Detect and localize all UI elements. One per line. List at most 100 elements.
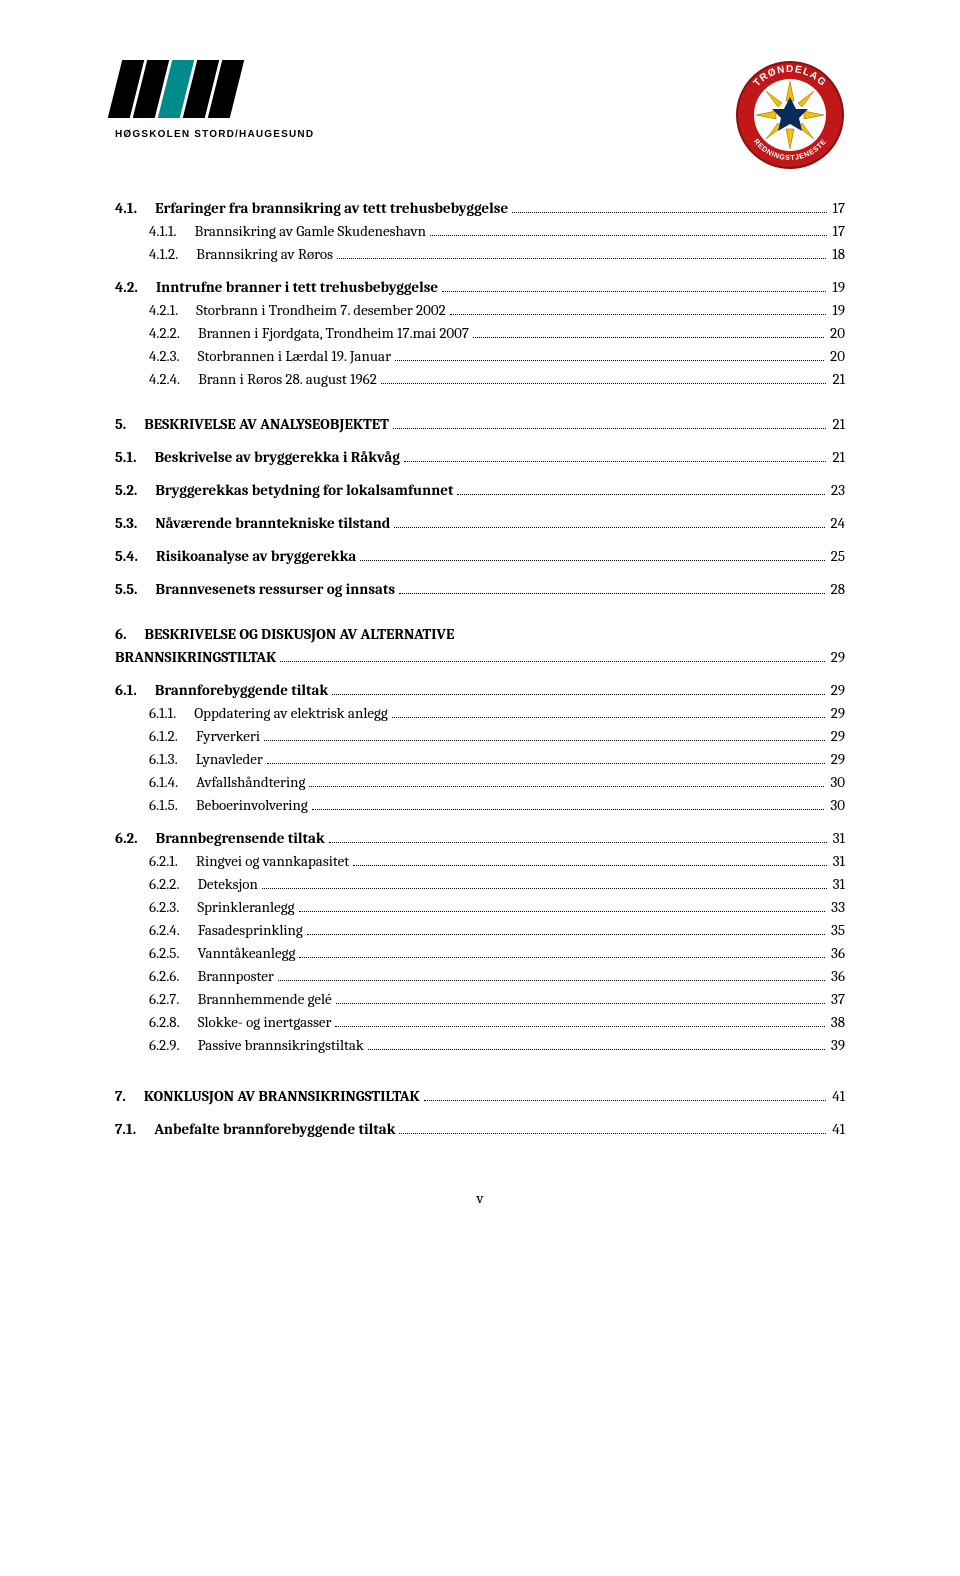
toc-leader bbox=[450, 305, 827, 316]
toc-leader bbox=[392, 708, 825, 719]
toc-num: 5.2. bbox=[115, 480, 155, 501]
toc-num: 4.1. bbox=[115, 198, 155, 219]
toc-entry: 5.2.Bryggerekkas betydning for lokalsamf… bbox=[115, 480, 845, 501]
toc-num: 4.2. bbox=[115, 277, 156, 298]
toc-leader bbox=[394, 518, 824, 529]
toc-title: Brannsikring av Gamle Skudeneshavn bbox=[195, 221, 426, 242]
hsh-logo-bars bbox=[115, 60, 237, 118]
toc-title: Ringvei og vannkapasitet bbox=[196, 851, 349, 872]
toc-entry: 5.BESKRIVELSE AV ANALYSEOBJEKTET21 bbox=[115, 414, 845, 435]
toc-page: 25 bbox=[829, 546, 845, 567]
toc-num: 4.2.2. bbox=[149, 323, 198, 344]
toc-leader bbox=[399, 1124, 826, 1135]
toc-page: 21 bbox=[830, 369, 845, 390]
toc-title: Storbrann i Trondheim 7. desember 2002 bbox=[196, 300, 446, 321]
toc-leader bbox=[399, 584, 825, 595]
toc-title: Passive brannsikringstiltak bbox=[198, 1035, 364, 1056]
toc-page: 31 bbox=[831, 851, 845, 872]
toc-page: 41 bbox=[830, 1086, 845, 1107]
toc-entry: 5.4.Risikoanalyse av bryggerekka 25 bbox=[115, 546, 845, 567]
toc-title: Brannposter bbox=[197, 966, 273, 987]
toc-leader bbox=[457, 485, 825, 496]
toc-entry: 5.3.Nåværende branntekniske tilstand24 bbox=[115, 513, 845, 534]
toc-entry: 6.2.2.Deteksjon31 bbox=[115, 874, 845, 895]
toc-entry: 6.1.5.Beboerinvolvering30 bbox=[115, 795, 845, 816]
toc-num: 6.1.5. bbox=[149, 795, 196, 816]
toc-title: Beboerinvolvering bbox=[196, 795, 308, 816]
toc-num: 5.1. bbox=[115, 447, 155, 468]
toc-page: 29 bbox=[829, 647, 845, 668]
toc-leader bbox=[307, 925, 825, 936]
toc-entry: 4.2.Inntrufne branner i tett trehusbebyg… bbox=[115, 277, 845, 298]
toc-page: 17 bbox=[831, 198, 845, 219]
toc-title: BESKRIVELSE AV ANALYSEOBJEKTET bbox=[144, 414, 389, 435]
toc-page: 37 bbox=[829, 989, 845, 1010]
toc-leader bbox=[336, 994, 825, 1005]
hsh-logo-text: HØGSKOLEN STORD/HAUGESUND bbox=[115, 128, 314, 142]
toc-leader bbox=[393, 419, 827, 430]
toc-page: 39 bbox=[829, 1035, 845, 1056]
toc-num: 6.1.2. bbox=[149, 726, 196, 747]
toc-page: 29 bbox=[829, 680, 845, 701]
toc-num: 6.2.9. bbox=[149, 1035, 198, 1056]
toc-entry: 6.1.2.Fyrverkeri29 bbox=[115, 726, 845, 747]
toc-entry: 7.1.Anbefalte brannforebyggende tiltak41 bbox=[115, 1119, 845, 1140]
toc-num: 5.4. bbox=[115, 546, 156, 567]
toc-num: 7.1. bbox=[115, 1119, 154, 1140]
toc-num: 6. bbox=[115, 624, 145, 645]
toc-title: Lynavleder bbox=[196, 749, 263, 770]
toc-entry: 6.2.Brannbegrensende tiltak31 bbox=[115, 828, 845, 849]
toc-page: 23 bbox=[829, 480, 845, 501]
toc-page: 28 bbox=[829, 579, 845, 600]
toc-page: 31 bbox=[831, 828, 845, 849]
toc-leader bbox=[473, 328, 824, 339]
toc-title: Bryggerekkas betydning for lokalsamfunne… bbox=[155, 480, 453, 501]
toc-title: Brannhemmende gelé bbox=[197, 989, 331, 1010]
page-header: HØGSKOLEN STORD/HAUGESUND bbox=[115, 60, 845, 170]
toc-num: 4.2.3. bbox=[149, 346, 198, 367]
toc-title: Oppdatering av elektrisk anlegg bbox=[194, 703, 388, 724]
toc-entry: 6.1.4.Avfallshåndtering30 bbox=[115, 772, 845, 793]
toc-num: 4.1.2. bbox=[149, 244, 196, 265]
toc-page: 17 bbox=[831, 221, 845, 242]
toc-title: Nåværende branntekniske tilstand bbox=[155, 513, 390, 534]
toc-page: 21 bbox=[830, 414, 845, 435]
toc-leader bbox=[337, 249, 826, 260]
toc-entry: 4.2.3.Storbrannen i Lærdal 19. Januar20 bbox=[115, 346, 845, 367]
toc-entry: 6.2.4.Fasadesprinkling35 bbox=[115, 920, 845, 941]
toc-entry: 4.2.1.Storbrann i Trondheim 7. desember … bbox=[115, 300, 845, 321]
toc-title: Beskrivelse av bryggerekka i Råkvåg bbox=[155, 447, 400, 468]
toc-title: Fasadesprinkling bbox=[198, 920, 303, 941]
toc-entry: 4.2.2.Brannen i Fjordgata, Trondheim 17.… bbox=[115, 323, 845, 344]
toc-title: Inntrufne branner i tett trehusbebyggels… bbox=[156, 277, 438, 298]
toc-entry: 5.5.Brannvesenets ressurser og innsats28 bbox=[115, 579, 845, 600]
toc-page: 38 bbox=[829, 1012, 845, 1033]
trondelag-badge: TRØNDELAG REDNINGSTJENESTE bbox=[735, 60, 845, 170]
toc-num: 5.5. bbox=[115, 579, 156, 600]
toc-leader bbox=[312, 800, 825, 811]
toc-title: Risikoanalyse av bryggerekka bbox=[156, 546, 356, 567]
toc-title: Brannen i Fjordgata, Trondheim 17.mai 20… bbox=[198, 323, 469, 344]
toc-leader bbox=[267, 754, 825, 765]
toc-num: 4.1.1. bbox=[149, 221, 195, 242]
toc-num: 6.2.2. bbox=[149, 874, 197, 895]
toc-entry: 6.1.Brannforebyggende tiltak29 bbox=[115, 680, 845, 701]
toc-entry: 6.2.6.Brannposter36 bbox=[115, 966, 845, 987]
toc-entry: 6.2.8.Slokke- og inertgasser38 bbox=[115, 1012, 845, 1033]
toc-page: 29 bbox=[829, 703, 845, 724]
toc-page: 19 bbox=[830, 300, 845, 321]
toc-leader bbox=[353, 856, 827, 867]
toc-entry: 6.1.1.Oppdatering av elektrisk anlegg29 bbox=[115, 703, 845, 724]
toc-page: 21 bbox=[830, 447, 845, 468]
toc-entry: 6.2.3.Sprinkleranlegg33 bbox=[115, 897, 845, 918]
toc-num: 6.2.3. bbox=[149, 897, 197, 918]
toc-title: Erfaringer fra brannsikring av tett treh… bbox=[155, 198, 508, 219]
toc-leader bbox=[299, 902, 826, 913]
toc-entry: 6.2.1.Ringvei og vannkapasitet31 bbox=[115, 851, 845, 872]
toc-title: Brannbegrensende tiltak bbox=[156, 828, 325, 849]
toc-num: 6.1.3. bbox=[149, 749, 196, 770]
toc-num: 6.2.6. bbox=[149, 966, 197, 987]
toc-leader bbox=[512, 203, 826, 214]
toc-num: 6.1.4. bbox=[149, 772, 196, 793]
toc-title: Deteksjon bbox=[197, 874, 257, 895]
